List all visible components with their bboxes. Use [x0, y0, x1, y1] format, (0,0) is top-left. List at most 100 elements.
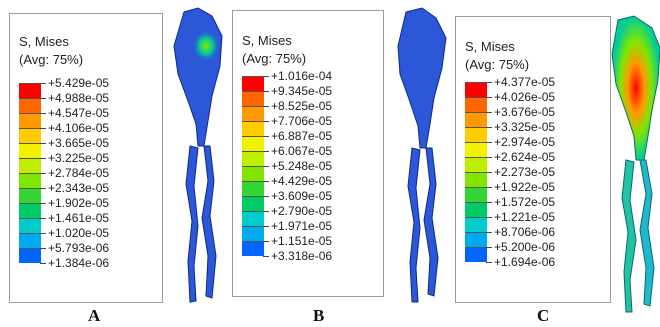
- legend-tick: [263, 106, 269, 107]
- legend-tick: [40, 158, 46, 159]
- legend-averaging: (Avg: 75%): [19, 52, 84, 67]
- legend-value: +3.225e-05: [48, 151, 110, 165]
- legend-value: +5.793e-06: [48, 241, 110, 255]
- legend-value: +1.020e-05: [48, 226, 110, 240]
- legend-tick: [263, 166, 269, 167]
- legend-tick: [40, 233, 46, 234]
- legend-swatch: [242, 106, 264, 121]
- legend-tick: [40, 218, 46, 219]
- legend-swatch: [465, 157, 487, 172]
- legend-tick: [486, 157, 492, 158]
- legend-value: +3.676e-05: [494, 105, 556, 119]
- legend-value: +6.067e-05: [271, 144, 333, 158]
- legend-value: +2.974e-05: [494, 135, 556, 149]
- legend-title: S, Mises: [465, 39, 515, 54]
- legend-tick: [40, 83, 46, 84]
- legend-value: +1.461e-05: [48, 211, 110, 225]
- legend-swatch: [242, 121, 264, 136]
- legend-title: S, Mises: [242, 33, 292, 48]
- legend-tick: [486, 262, 492, 263]
- legend-tick: [40, 173, 46, 174]
- legend-value: +5.248e-05: [271, 159, 333, 173]
- legend-swatch: [242, 136, 264, 151]
- legend-swatch: [242, 226, 264, 241]
- legend-averaging: (Avg: 75%): [242, 51, 307, 66]
- legend-value: +4.106e-05: [48, 121, 110, 135]
- legend-value: +3.318e-06: [271, 249, 333, 263]
- legend-tick: [263, 76, 269, 77]
- legend-swatch: [242, 91, 264, 106]
- legend-tick: [486, 112, 492, 113]
- legend-value: +2.343e-05: [48, 181, 110, 195]
- legend-tick: [263, 241, 269, 242]
- legend-value: +4.429e-05: [271, 174, 333, 188]
- legend-value: +2.273e-05: [494, 165, 556, 179]
- legend-swatch: [465, 142, 487, 157]
- legend-tick: [263, 151, 269, 152]
- legend-value: +3.325e-05: [494, 120, 556, 134]
- legend-tick: [40, 128, 46, 129]
- legend-swatch: [465, 82, 487, 97]
- legend-value: +1.922e-05: [494, 180, 556, 194]
- legend-value: +1.151e-05: [271, 234, 333, 248]
- legend-value: +2.790e-05: [271, 204, 333, 218]
- legend-value: +5.429e-05: [48, 76, 110, 90]
- legend-tick: [40, 98, 46, 99]
- legend-tick: [263, 211, 269, 212]
- legend-value: +4.026e-05: [494, 90, 556, 104]
- legend-value: +1.694e-06: [494, 255, 556, 269]
- stress-model-a: [173, 7, 223, 303]
- legend-tick: [40, 203, 46, 204]
- legend-swatch: [465, 112, 487, 127]
- legend-swatch: [19, 203, 41, 218]
- legend-value: +1.902e-05: [48, 196, 110, 210]
- legend-averaging: (Avg: 75%): [465, 57, 530, 72]
- legend-tick: [486, 232, 492, 233]
- legend-value: +2.784e-05: [48, 166, 110, 180]
- legend-tick: [263, 121, 269, 122]
- legend-tick: [486, 202, 492, 203]
- legend-swatch: [465, 172, 487, 187]
- legend-value: +8.706e-06: [494, 225, 556, 239]
- legend-tick: [40, 113, 46, 114]
- legend-swatch: [19, 188, 41, 203]
- legend-box-a: S, Mises (Avg: 75%) +5.429e-05 +4.988e-05…: [9, 13, 163, 303]
- legend-swatch: [242, 181, 264, 196]
- legend-tick: [40, 248, 46, 249]
- legend-tick: [486, 127, 492, 128]
- legend-swatch: [242, 241, 264, 256]
- legend-swatch: [465, 97, 487, 112]
- legend-value: +4.547e-05: [48, 106, 110, 120]
- legend-value: +1.971e-05: [271, 219, 333, 233]
- legend-value: +1.016e-04: [271, 69, 333, 83]
- legend-tick: [40, 263, 46, 264]
- legend-tick: [486, 97, 492, 98]
- legend-value: +9.345e-05: [271, 84, 333, 98]
- legend-title: S, Mises: [19, 34, 69, 49]
- legend-swatch: [242, 211, 264, 226]
- legend-value: +5.200e-06: [494, 240, 556, 254]
- legend-tick: [263, 226, 269, 227]
- legend-swatch: [19, 113, 41, 128]
- legend-tick: [486, 82, 492, 83]
- stress-model-b: [397, 7, 447, 303]
- legend-tick: [263, 91, 269, 92]
- legend-swatch: [465, 247, 487, 262]
- legend-swatch: [242, 196, 264, 211]
- legend-tick: [40, 143, 46, 144]
- legend-tick: [263, 136, 269, 137]
- legend-tick: [263, 181, 269, 182]
- legend-value: +7.706e-05: [271, 114, 333, 128]
- legend-box-b: S, Mises (Avg: 75%) +1.016e-04 +9.345e-05…: [232, 10, 384, 297]
- legend-swatch: [19, 98, 41, 113]
- legend-tick: [486, 247, 492, 248]
- legend-box-c: S, Mises (Avg: 75%) +4.377e-05 +4.026e-05…: [455, 16, 611, 303]
- legend-swatch: [19, 233, 41, 248]
- legend-swatch: [19, 218, 41, 233]
- legend-swatch: [465, 217, 487, 232]
- legend-swatch: [465, 202, 487, 217]
- stress-model-c: [611, 15, 660, 313]
- legend-swatch: [465, 187, 487, 202]
- legend-swatch: [242, 76, 264, 91]
- legend-swatch: [465, 127, 487, 142]
